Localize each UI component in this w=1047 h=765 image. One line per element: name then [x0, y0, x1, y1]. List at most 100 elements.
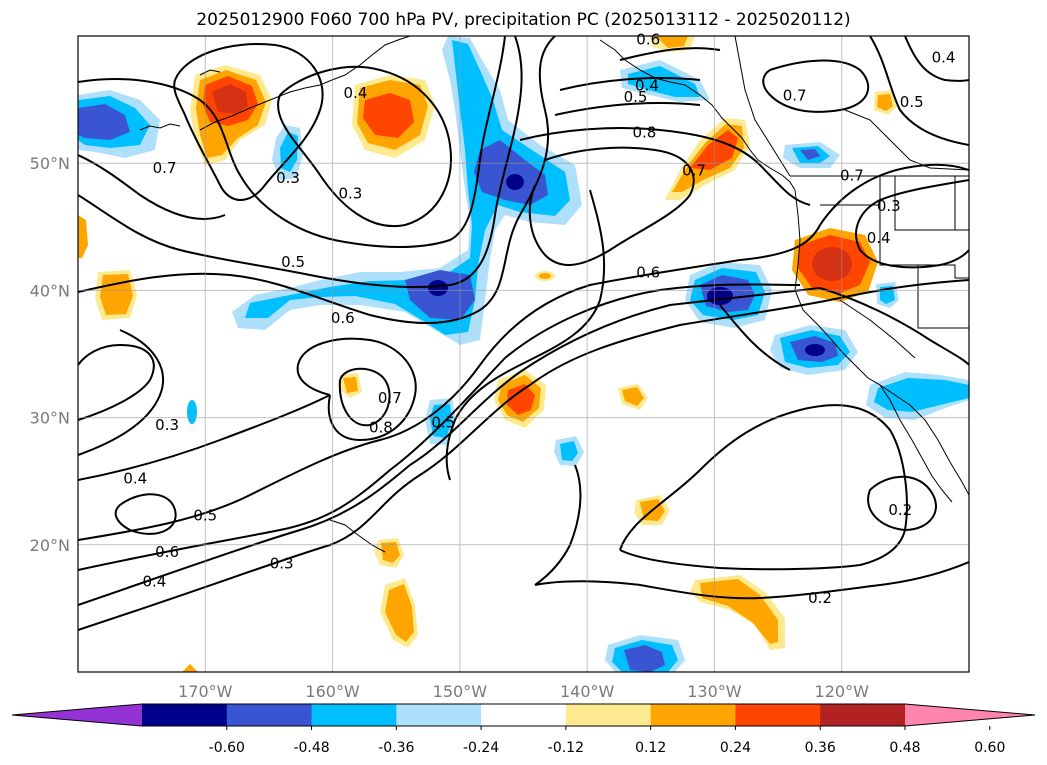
gulf-alaska-coast	[599, 39, 796, 191]
pv-contour	[78, 287, 821, 606]
contour-label-text: 0.3	[877, 197, 901, 215]
precip-positive-region	[507, 384, 535, 415]
contour-label-text: 0.7	[153, 159, 177, 177]
contour-label: 0.3	[877, 197, 901, 215]
contour-label-text: 0.8	[632, 123, 656, 141]
colorbar-tick-label: 0.24	[720, 740, 751, 756]
contour-label: 0.6	[155, 543, 179, 561]
precip-negative-region	[187, 400, 197, 424]
colorbar-segment	[735, 704, 821, 726]
contour-label-text: 0.7	[840, 167, 864, 185]
contour-label: 0.6	[636, 31, 660, 49]
contour-label-text: 0.3	[276, 169, 300, 187]
map-frame	[77, 35, 970, 673]
pv-contour	[855, 179, 969, 269]
contour-label: 0.4	[932, 48, 956, 66]
contour-label: 0.8	[632, 123, 656, 141]
contour-label: 0.7	[153, 159, 177, 177]
contour-label: 0.3	[338, 184, 362, 202]
precip-positive-region	[622, 387, 644, 406]
colorbar-tick-label: -0.24	[463, 740, 499, 756]
contour-label-text: 0.5	[193, 506, 217, 524]
colorbar-tick-label: 0.36	[805, 740, 836, 756]
contour-label-text: 0.3	[155, 416, 179, 434]
state-border	[917, 265, 969, 329]
contour-label-text: 0.6	[155, 543, 179, 561]
colorbar-segment	[820, 704, 906, 726]
precipitation-shading	[78, 36, 969, 672]
precip-positive-region	[812, 247, 852, 281]
colorbar-tick-label: -0.48	[293, 740, 329, 756]
precip-negative-region	[560, 441, 578, 461]
pv-contour	[904, 36, 969, 82]
pv-contour	[78, 154, 226, 220]
contour-label: 0.7	[682, 162, 706, 180]
precip-negative-region	[78, 104, 130, 140]
pv-contour	[867, 475, 937, 532]
contour-label-text: 0.5	[900, 93, 924, 111]
contour-label: 0.4	[123, 469, 147, 487]
pv-contour	[78, 394, 331, 481]
contour-label: 0.8	[369, 419, 393, 437]
pv-contour	[869, 36, 969, 146]
contour-label: 0.3	[155, 416, 179, 434]
contour-label: 0.5	[624, 88, 648, 106]
alaska-coastline	[199, 36, 411, 131]
pv-contour	[554, 102, 701, 116]
pv-contour	[78, 36, 523, 288]
colorbar-tick-label: -0.12	[548, 740, 584, 756]
pv-contour	[619, 404, 908, 571]
colorbar-segment	[650, 704, 736, 726]
colorbar: -0.60 -0.48 -0.36 -0.24 -0.12 0.12 0.24 0.36 0.4…	[11, 703, 1036, 756]
lat-tick-label: 40°N	[30, 281, 70, 300]
precip-negative-region	[506, 174, 524, 190]
contour-label-text: 0.4	[932, 48, 956, 66]
bering-coast	[199, 69, 221, 76]
precip-negative-region	[624, 645, 665, 672]
lon-tick-label: 140°W	[560, 682, 615, 701]
pv-contour	[819, 287, 969, 366]
contour-label: 0.3	[270, 555, 294, 573]
contour-label-text: 0.4	[142, 572, 166, 590]
pv-contour	[338, 367, 391, 427]
state-border	[879, 176, 969, 279]
pv-contour	[173, 43, 324, 201]
precip-positive-region	[381, 542, 400, 563]
colorbar-extend-high	[905, 704, 1035, 726]
state-border	[954, 176, 969, 231]
coastlines	[139, 36, 969, 553]
pv-contour	[78, 36, 506, 248]
lon-tick-label: 160°W	[305, 682, 360, 701]
contour-label: 0.5	[281, 253, 305, 271]
baja-coast	[879, 384, 953, 503]
pv-contour	[78, 343, 155, 421]
pv-contour	[78, 329, 165, 456]
precip-positive-region	[100, 274, 133, 315]
pv-contour	[619, 47, 721, 61]
colorbar-outline	[11, 703, 1036, 727]
contour-label: 0.4	[142, 572, 166, 590]
colorbar-tick-label: 0.12	[635, 740, 666, 756]
contour-label: 0.6	[636, 263, 660, 281]
contour-label-text: 0.3	[338, 184, 362, 202]
bc-coast	[794, 189, 969, 496]
precip-negative-region	[428, 280, 448, 296]
precip-positive-region	[877, 94, 893, 111]
contour-label-text: 0.5	[431, 413, 455, 431]
precip-negative-region	[805, 344, 825, 356]
canada-border	[734, 36, 791, 177]
lat-tick-label: 50°N	[30, 154, 70, 173]
pv-contour	[78, 36, 556, 324]
contour-label-text: 0.4	[344, 84, 368, 102]
contour-label: 0.4	[635, 76, 659, 94]
pv-contour	[762, 59, 870, 113]
lon-tick-label: 120°W	[815, 682, 870, 701]
contour-label-text: 0.7	[783, 87, 807, 105]
contour-label: 0.2	[888, 501, 912, 519]
pv-contour	[114, 493, 177, 535]
colorbar-segment	[226, 704, 313, 726]
contour-label: 0.7	[783, 87, 807, 105]
precip-positive-region	[78, 215, 88, 258]
map-title: 2025012900 F060 700 hPa PV, precipitatio…	[196, 10, 851, 30]
state-border	[839, 299, 916, 359]
